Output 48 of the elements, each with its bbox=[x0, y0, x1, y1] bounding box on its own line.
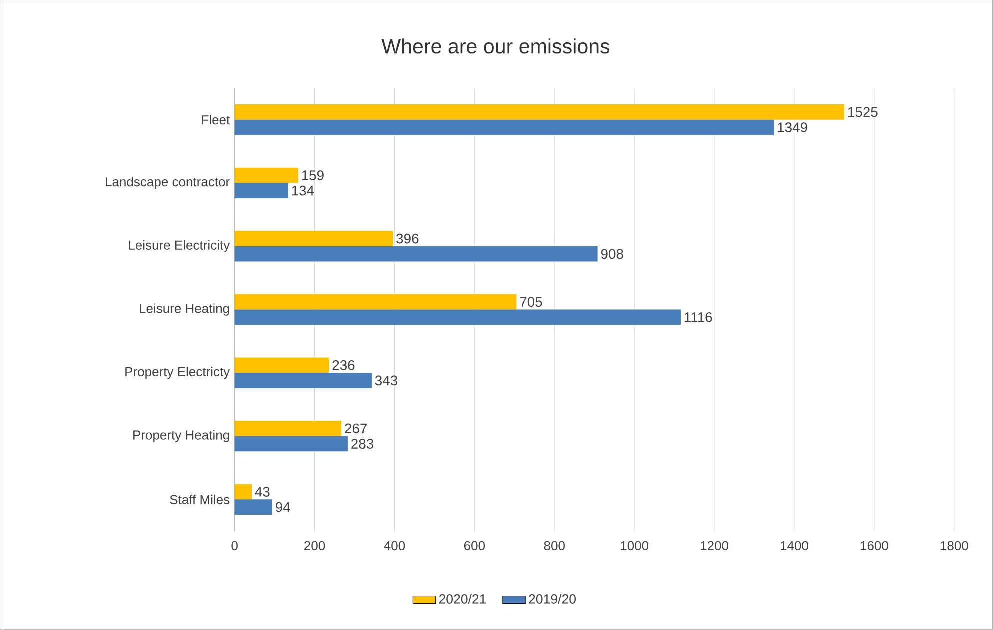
x-tick-label: 0 bbox=[232, 541, 238, 550]
x-tick-label: 600 bbox=[464, 541, 486, 550]
y-tick-label: Landscape contractor bbox=[106, 177, 230, 190]
data-label: 134 bbox=[292, 186, 314, 196]
bar bbox=[234, 183, 288, 198]
data-label: 159 bbox=[302, 170, 324, 180]
legend-label: 2019/20 bbox=[529, 594, 576, 604]
data-label: 267 bbox=[345, 424, 368, 434]
x-tick-label: 400 bbox=[384, 541, 406, 550]
y-tick-label: Property Heating bbox=[134, 430, 230, 442]
data-label: 43 bbox=[255, 486, 270, 497]
bar bbox=[234, 420, 342, 436]
data-label: 908 bbox=[601, 249, 624, 259]
x-tick-label: 1200 bbox=[701, 541, 728, 550]
y-tick-label: Staff Miles bbox=[170, 494, 230, 504]
chart-title: Where are our emissions bbox=[382, 38, 610, 54]
y-tick-label: Fleet bbox=[202, 114, 230, 125]
data-label: 1349 bbox=[778, 122, 808, 132]
bar bbox=[234, 436, 348, 452]
bar bbox=[234, 294, 517, 310]
y-tick-label: Leisure Electricity bbox=[129, 240, 230, 252]
y-tick-label: Leisure Heating bbox=[140, 304, 230, 316]
bar bbox=[234, 168, 298, 184]
bar bbox=[234, 246, 598, 262]
x-tick-label: 800 bbox=[544, 541, 565, 550]
x-tick-label: 200 bbox=[304, 541, 326, 550]
y-tick-label: Property Electricty bbox=[126, 366, 230, 380]
bar bbox=[234, 104, 844, 120]
data-label: 343 bbox=[375, 376, 398, 386]
data-label: 705 bbox=[520, 297, 542, 307]
bar bbox=[234, 372, 372, 388]
bar bbox=[234, 120, 774, 136]
data-label: 94 bbox=[276, 502, 290, 512]
data-label: 1116 bbox=[684, 312, 712, 322]
bar bbox=[234, 310, 681, 325]
x-tick-label: 1600 bbox=[860, 541, 888, 550]
data-label: 236 bbox=[332, 360, 355, 370]
bar bbox=[234, 358, 330, 373]
bar bbox=[234, 484, 252, 500]
x-tick-label: 1800 bbox=[940, 541, 968, 550]
x-tick-label: 1400 bbox=[781, 541, 808, 550]
legend-label: 2020/21 bbox=[439, 594, 486, 604]
data-label: 1525 bbox=[848, 107, 878, 118]
bar bbox=[234, 500, 272, 515]
x-tick-label: 1000 bbox=[621, 541, 649, 550]
bar bbox=[234, 231, 394, 246]
data-label: 283 bbox=[352, 439, 374, 449]
data-label: 396 bbox=[396, 234, 419, 244]
